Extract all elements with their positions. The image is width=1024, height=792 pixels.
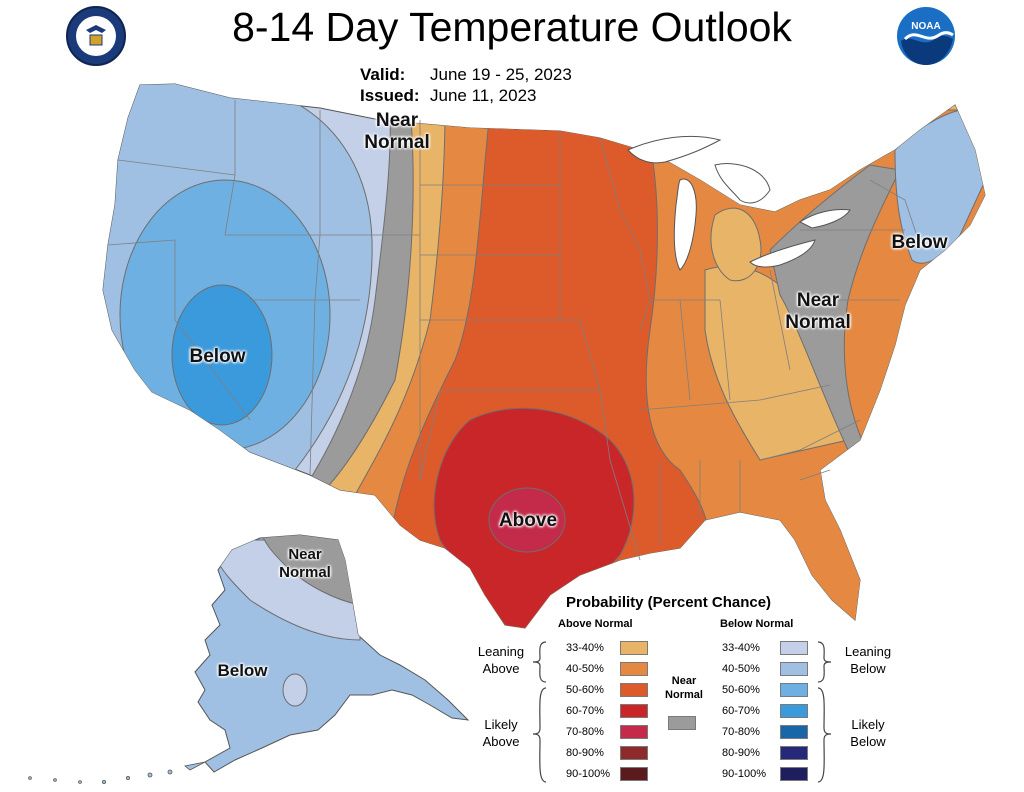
- valid-label: Valid:: [360, 65, 406, 84]
- label-near-normal-east: Near Normal: [768, 290, 868, 334]
- legend-likely-below-label: Likely Below: [835, 716, 901, 750]
- label-near-normal-east-line1: Near: [796, 290, 840, 311]
- issued-value: June 11, 2023: [430, 86, 537, 105]
- doc-seal-logo: [66, 6, 126, 66]
- legend-below-swatch-2: [780, 683, 808, 697]
- legend-below-swatch-1: [780, 662, 808, 676]
- noaa-logo-text: NOAA: [911, 21, 940, 32]
- legend-leaning-below-line1: Leaning: [844, 644, 892, 659]
- issued-label: Issued:: [360, 86, 420, 105]
- legend-below-label-3: 60-70%: [722, 705, 760, 717]
- label-near-normal-north-line1: Near: [375, 110, 419, 131]
- label-above-south: Above: [498, 510, 558, 531]
- legend-below-swatch-5: [780, 746, 808, 760]
- legend-near-normal-header: Near Normal: [654, 674, 714, 702]
- legend-below-swatch-0: [780, 641, 808, 655]
- legend-above-swatch-4: [620, 725, 648, 739]
- legend-leaning-above-line2: Above: [482, 661, 520, 676]
- label-near-normal-north: Near Normal: [352, 110, 442, 154]
- legend-below-swatch-4: [780, 725, 808, 739]
- label-below-alaska: Below: [217, 661, 268, 680]
- legend-above-label-5: 80-90%: [566, 747, 604, 759]
- label-near-normal-north-line2: Normal: [364, 132, 430, 153]
- legend-likely-above-line2: Above: [482, 734, 520, 749]
- legend-leaning-below-label: Leaning Below: [835, 643, 901, 677]
- legend-above-label-6: 90-100%: [566, 768, 611, 780]
- legend-likely-below-line1: Likely: [851, 717, 885, 732]
- label-below-west: Below: [189, 346, 246, 367]
- dates-block: Valid: June 19 - 25, 2023 Issued: June 11,…: [360, 64, 572, 106]
- legend-below-label-0: 33-40%: [722, 642, 760, 654]
- label-below-northeast: Below: [891, 232, 948, 253]
- legend-above-header: Above Normal: [558, 618, 633, 630]
- valid-value: June 19 - 25, 2023: [430, 65, 572, 84]
- legend-above-label-2: 50-60%: [566, 684, 604, 696]
- legend-below-label-5: 80-90%: [722, 747, 760, 759]
- probability-legend: Probability (Percent Chance) Above Norma…: [470, 590, 910, 790]
- legend-near-header-line2: Normal: [665, 689, 703, 701]
- zone-above-70-80-south: [488, 487, 566, 553]
- zone-near-normal-east: [769, 164, 901, 451]
- noaa-logo: NOAA: [897, 7, 955, 65]
- legend-leaning-below-line2: Below: [850, 661, 886, 676]
- legend-above-label-0: 33-40%: [566, 642, 604, 654]
- legend-near-header-line1: Near: [671, 675, 697, 687]
- legend-near-normal-swatch: [668, 716, 696, 730]
- legend-above-swatch-0: [620, 641, 648, 655]
- probability-zones: [103, 84, 985, 628]
- aleutian-islands: [28, 761, 206, 785]
- label-near-normal-alaska-line1: Near: [288, 546, 322, 563]
- legend-title: Probability (Percent Chance): [566, 594, 772, 611]
- ak-zone-below-50-60: [282, 673, 308, 707]
- legend-below-swatch-3: [780, 704, 808, 718]
- page-title: 8-14 Day Temperature Outlook: [232, 4, 792, 50]
- legend-below-label-6: 90-100%: [722, 768, 767, 780]
- legend-likely-below-line2: Below: [850, 734, 886, 749]
- legend-below-swatch-6: [780, 767, 808, 781]
- legend-above-label-4: 70-80%: [566, 726, 604, 738]
- state-boundaries: [107, 100, 921, 561]
- zone-above-33-40-mi: [710, 207, 762, 282]
- legend-left-braces: [532, 641, 547, 783]
- legend-likely-above-line1: Likely: [484, 717, 518, 732]
- legend-above-swatch-3: [620, 704, 648, 718]
- legend-above-swatch-6: [620, 767, 648, 781]
- legend-above-swatch-5: [620, 746, 648, 760]
- great-lakes: [627, 135, 851, 271]
- legend-leaning-above-line1: Leaning: [477, 644, 525, 659]
- legend-below-label-1: 40-50%: [722, 663, 760, 675]
- label-near-normal-alaska: Near Normal: [260, 546, 350, 582]
- legend-below-header: Below Normal: [720, 618, 794, 630]
- zone-below-60-70-west: [171, 284, 273, 426]
- label-near-normal-alaska-line2: Normal: [279, 564, 331, 581]
- ak-zone-near-normal: [259, 535, 361, 606]
- legend-below-label-2: 50-60%: [722, 684, 760, 696]
- legend-above-label-1: 40-50%: [566, 663, 604, 675]
- legend-leaning-above-label: Leaning Above: [470, 643, 532, 677]
- legend-below-label-4: 70-80%: [722, 726, 760, 738]
- label-near-normal-east-line2: Normal: [785, 312, 851, 333]
- legend-above-label-3: 60-70%: [566, 705, 604, 717]
- legend-above-swatch-1: [620, 662, 648, 676]
- alaska-zones: [214, 535, 361, 707]
- legend-likely-above-label: Likely Above: [470, 716, 532, 750]
- legend-above-swatch-2: [620, 683, 648, 697]
- legend-right-braces: [817, 641, 832, 783]
